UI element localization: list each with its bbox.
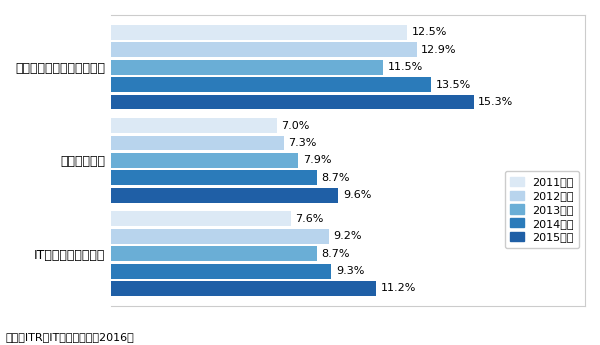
Text: 8.7%: 8.7% [322, 173, 350, 183]
Bar [110, 95, 473, 109]
Bar [110, 60, 383, 75]
Text: 7.6%: 7.6% [296, 214, 324, 224]
Bar [110, 170, 317, 185]
Bar [110, 229, 329, 244]
Bar [110, 188, 338, 203]
Bar [110, 211, 291, 226]
Bar [110, 264, 331, 278]
Bar [110, 77, 431, 92]
Text: 9.3%: 9.3% [336, 266, 364, 276]
Text: 出典：ITR「IT投資動向調査2016」: 出典：ITR「IT投資動向調査2016」 [6, 332, 135, 342]
Bar [110, 25, 407, 40]
Bar [110, 42, 416, 57]
Text: 12.5%: 12.5% [412, 27, 447, 37]
Legend: 2011年度, 2012年度, 2013年度, 2014年度, 2015年度: 2011年度, 2012年度, 2013年度, 2014年度, 2015年度 [505, 171, 580, 248]
Bar [110, 118, 277, 133]
Text: 11.2%: 11.2% [381, 284, 416, 294]
Text: 11.5%: 11.5% [388, 62, 424, 72]
Text: 7.9%: 7.9% [303, 156, 331, 165]
Text: 9.6%: 9.6% [343, 190, 371, 200]
Text: 7.3%: 7.3% [289, 138, 317, 148]
Text: 12.9%: 12.9% [421, 45, 457, 55]
Text: 15.3%: 15.3% [478, 97, 514, 107]
Bar [110, 153, 298, 168]
Bar [110, 281, 376, 296]
Text: 9.2%: 9.2% [334, 231, 362, 241]
Bar [110, 136, 284, 150]
Text: 7.0%: 7.0% [281, 121, 310, 131]
Text: 8.7%: 8.7% [322, 249, 350, 259]
Bar [110, 246, 317, 261]
Text: 13.5%: 13.5% [436, 80, 471, 90]
